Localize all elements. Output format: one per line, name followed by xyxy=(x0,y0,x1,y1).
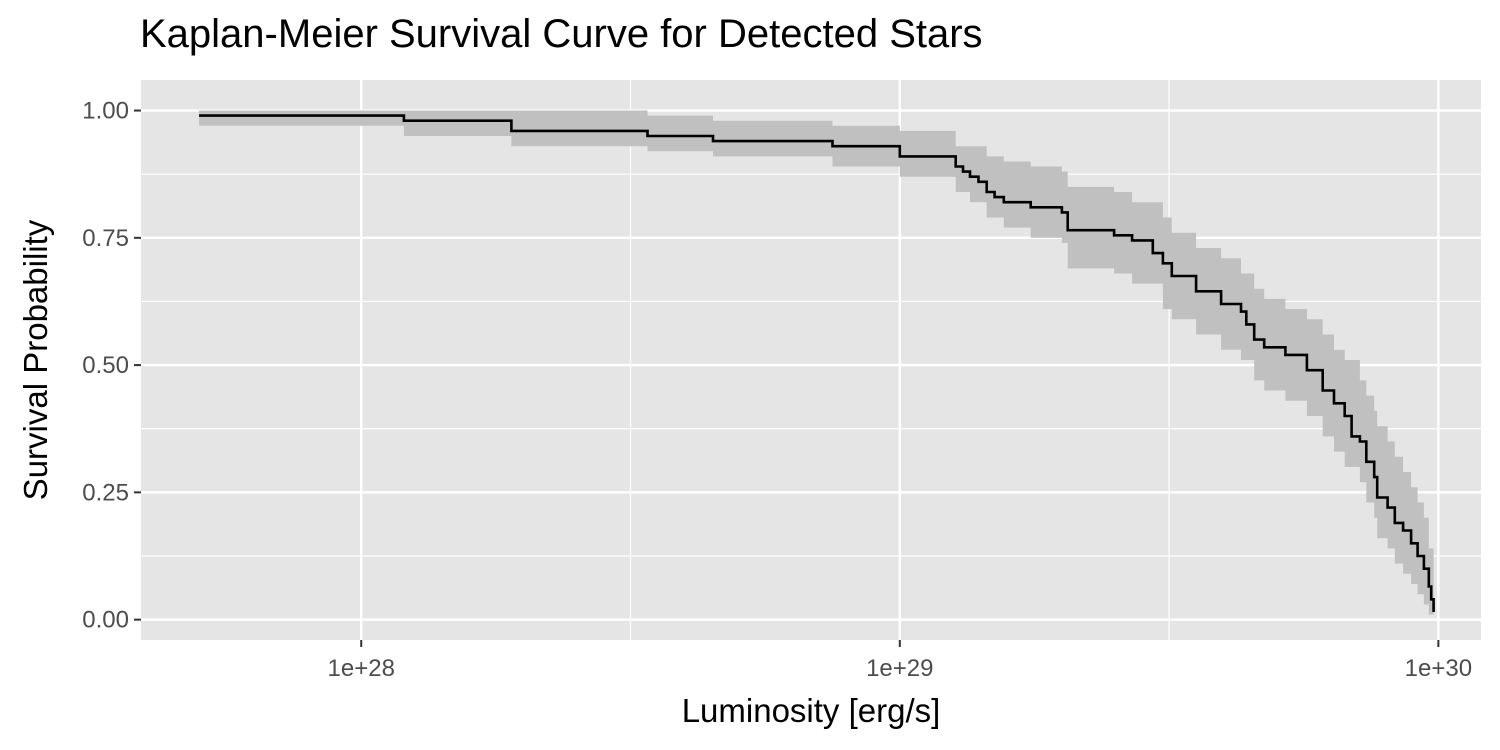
y-tick-label: 0.75 xyxy=(82,225,129,252)
x-tick-label: 1e+29 xyxy=(866,655,933,682)
grid-lines xyxy=(141,80,1481,640)
x-tick-label: 1e+28 xyxy=(328,655,395,682)
y-tick-label: 0.00 xyxy=(82,607,129,634)
x-axis-title: Luminosity [erg/s] xyxy=(682,692,941,729)
axes: 0.00 0.25 0.50 0.75 1.00 1e+28 1e+29 1e+30 xyxy=(82,98,1472,682)
x-tick-label: 1e+30 xyxy=(1405,655,1472,682)
y-tick-label: 0.50 xyxy=(82,352,129,379)
y-axis-title: Survival Probability xyxy=(17,219,54,500)
y-tick-label: 0.25 xyxy=(82,479,129,506)
survival-step-line xyxy=(199,114,1435,612)
chart-title: Kaplan-Meier Survival Curve for Detected… xyxy=(140,12,983,56)
y-tick-label: 1.00 xyxy=(82,98,129,125)
confidence-band xyxy=(199,110,1434,620)
